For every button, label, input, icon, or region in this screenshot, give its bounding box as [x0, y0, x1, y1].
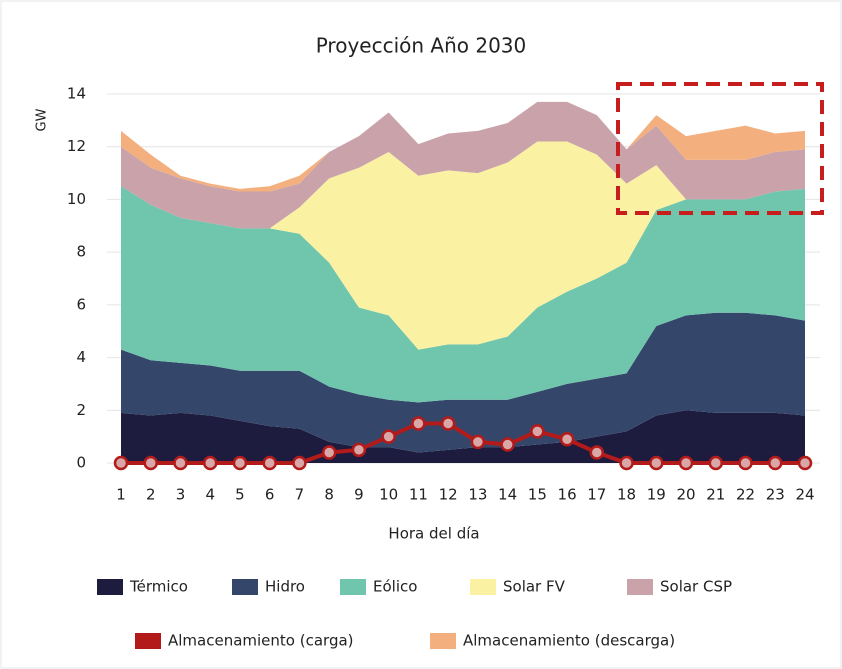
y-tick-label: 2	[76, 401, 86, 419]
marker	[738, 455, 753, 471]
legend-label: Solar CSP	[660, 578, 732, 596]
x-tick-label: 16	[558, 486, 577, 504]
x-tick-label: 15	[528, 486, 547, 504]
x-tick-label: 1	[116, 486, 126, 504]
marker	[351, 442, 367, 458]
area	[121, 312, 805, 453]
highlight-box	[616, 82, 824, 215]
marker	[500, 437, 515, 452]
legend-label: Hidro	[265, 578, 305, 596]
legend-label: Térmico	[129, 578, 188, 596]
x-tick-label: 23	[766, 486, 785, 504]
marker	[559, 432, 575, 447]
x-tick-label: 18	[617, 486, 636, 504]
lines	[113, 416, 813, 471]
x-tick-label: 9	[354, 486, 364, 504]
y-tick-label: 10	[67, 190, 86, 208]
area	[121, 410, 805, 463]
chart-title: Proyección Año 2030	[316, 34, 527, 58]
marker	[530, 424, 545, 439]
marker	[470, 434, 486, 450]
y-tick-label: 0	[76, 454, 86, 472]
marker	[262, 455, 277, 471]
legend-swatch	[135, 633, 161, 649]
marker	[292, 455, 307, 471]
x-tick-label: 20	[676, 486, 695, 504]
marker	[708, 455, 724, 471]
x-tick-label: 10	[379, 486, 398, 504]
y-axis-label: GW	[35, 108, 50, 131]
x-tick-label: 11	[409, 486, 428, 504]
marker	[797, 455, 813, 471]
y-tick-label: 12	[67, 137, 86, 155]
y-tick-label: 8	[76, 243, 86, 261]
marker	[232, 455, 248, 471]
marker	[649, 455, 664, 471]
area	[121, 101, 805, 229]
x-tick-label: 17	[587, 486, 606, 504]
y-tick-label: 6	[76, 295, 86, 313]
area	[121, 186, 805, 403]
x-tick-label: 13	[468, 486, 487, 504]
area	[121, 141, 805, 350]
legend-swatch	[97, 579, 123, 595]
marker	[440, 416, 456, 431]
marker	[411, 416, 426, 431]
y-tick-label: 4	[76, 348, 86, 366]
marker	[678, 455, 694, 471]
areas	[121, 101, 805, 463]
legend-swatch	[627, 579, 653, 595]
marker	[619, 455, 634, 471]
x-tick-label: 14	[498, 486, 517, 504]
legend-label: Almacenamiento (descarga)	[463, 632, 675, 650]
x-tick-label: 12	[439, 486, 458, 504]
y-tick-label: 14	[67, 85, 86, 103]
x-tick-label: 7	[295, 486, 305, 504]
legend-label: Solar FV	[503, 578, 566, 596]
legend-label: Almacenamiento (carga)	[168, 632, 354, 650]
x-tick-label: 8	[324, 486, 334, 504]
marker	[113, 455, 129, 471]
legend-swatch	[430, 633, 456, 649]
legend-swatch	[340, 579, 366, 595]
marker	[381, 429, 396, 444]
x-tick-label: 22	[736, 486, 755, 504]
marker	[321, 445, 337, 460]
marker	[202, 455, 218, 471]
x-tick-label: 19	[647, 486, 666, 504]
marker	[589, 445, 605, 460]
legend: Térmico Hidro Eólico Solar FV Solar CSP Almac…	[97, 578, 732, 650]
marker	[143, 455, 158, 471]
x-axis-label: Hora del día	[388, 525, 479, 543]
legend-swatch	[232, 579, 258, 595]
x-tick-label: 24	[795, 486, 814, 504]
x-tick-label: 21	[706, 486, 725, 504]
marker	[173, 455, 188, 471]
marker	[768, 455, 783, 471]
x-tick-label: 3	[176, 486, 186, 504]
x-tick-label: 5	[235, 486, 245, 504]
x-tick-label: 6	[265, 486, 275, 504]
x-tick-label: 2	[146, 486, 156, 504]
x-tick-label: 4	[205, 486, 215, 504]
legend-label: Eólico	[373, 578, 417, 596]
legend-swatch	[470, 579, 496, 595]
